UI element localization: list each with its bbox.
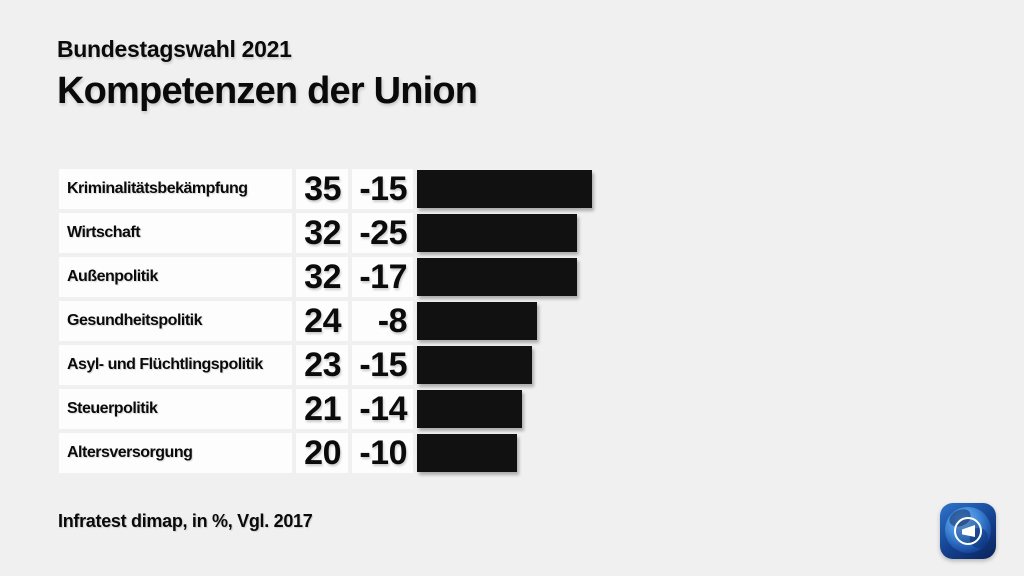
category-label: Wirtschaft	[59, 213, 292, 253]
change-cell: -15	[352, 169, 413, 209]
bar	[417, 170, 592, 208]
category-label: Außenpolitik	[59, 257, 292, 297]
bar	[417, 390, 522, 428]
change-cell: -8	[352, 301, 413, 341]
category-label: Asyl- und Flüchtlingspolitik	[59, 345, 292, 385]
category-label: Altersversorgung	[59, 433, 292, 473]
change-cell: -25	[352, 213, 413, 253]
change-cell: -17	[352, 257, 413, 297]
bar	[417, 302, 537, 340]
value-cell: 21	[296, 389, 348, 429]
change-cell: -14	[352, 389, 413, 429]
change-cell: -15	[352, 345, 413, 385]
value-cell: 24	[296, 301, 348, 341]
source-note: Infratest dimap, in %, Vgl. 2017	[58, 511, 313, 531]
value-cell: 32	[296, 213, 348, 253]
bar-chart-table: Kriminalitätsbekämpfung 35 -15 Wirtschaf…	[59, 169, 592, 473]
chart-title: Kompetenzen der Union	[57, 70, 478, 112]
ard-ring-icon	[954, 517, 982, 545]
table-row: Altersversorgung 20 -10	[59, 433, 592, 473]
bar	[417, 346, 532, 384]
value-cell: 23	[296, 345, 348, 385]
category-label: Steuerpolitik	[59, 389, 292, 429]
chart-subtitle: Bundestagswahl 2021	[57, 36, 292, 62]
bar	[417, 214, 577, 252]
change-cell: -10	[352, 433, 413, 473]
bar	[417, 258, 577, 296]
table-row: Außenpolitik 32 -17	[59, 257, 592, 297]
category-label: Kriminalitätsbekämpfung	[59, 169, 292, 209]
table-row: Wirtschaft 32 -25	[59, 213, 592, 253]
value-cell: 20	[296, 433, 348, 473]
bar	[417, 434, 517, 472]
table-row: Steuerpolitik 21 -14	[59, 389, 592, 429]
tagesschau-logo	[940, 503, 996, 559]
category-label: Gesundheitspolitik	[59, 301, 292, 341]
table-row: Kriminalitätsbekämpfung 35 -15	[59, 169, 592, 209]
value-cell: 32	[296, 257, 348, 297]
ard-flag-icon	[962, 525, 975, 537]
value-cell: 35	[296, 169, 348, 209]
table-row: Asyl- und Flüchtlingspolitik 23 -15	[59, 345, 592, 385]
table-row: Gesundheitspolitik 24 -8	[59, 301, 592, 341]
